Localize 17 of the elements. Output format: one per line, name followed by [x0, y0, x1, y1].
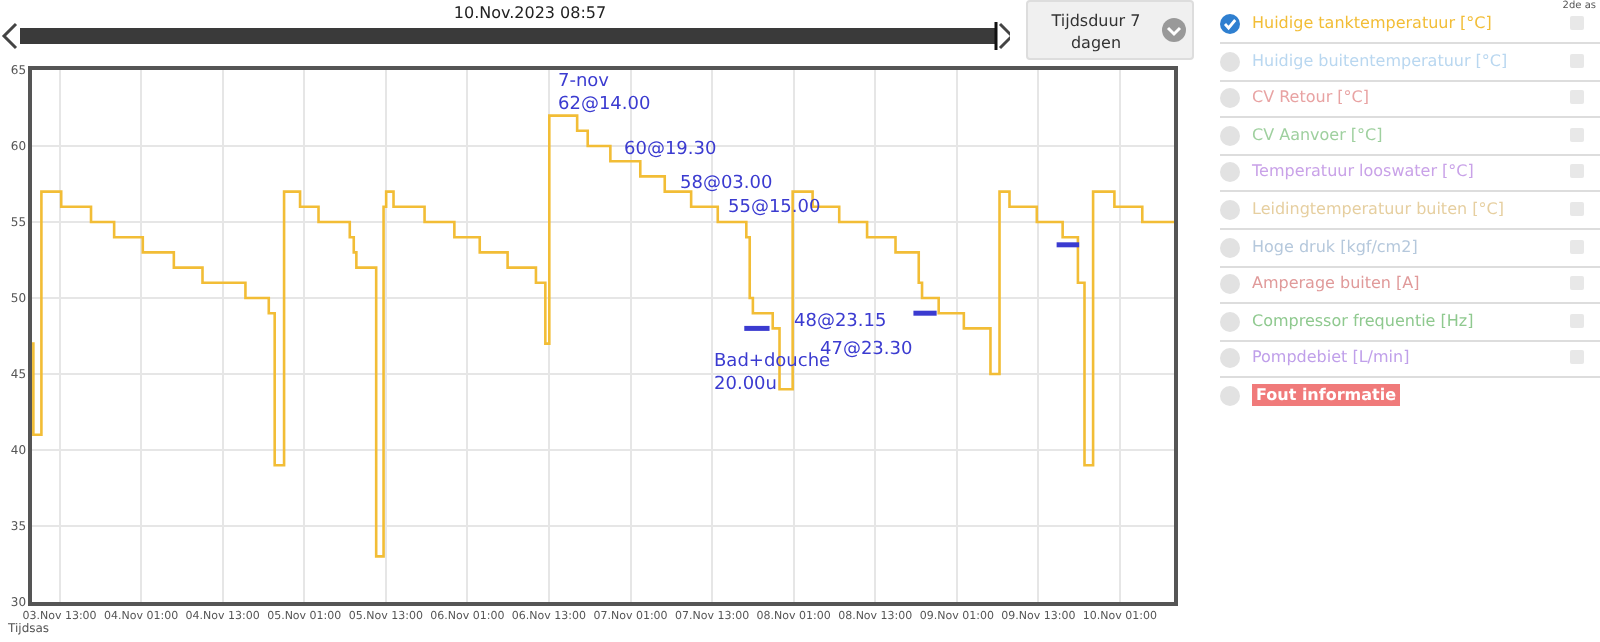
text: CV Retour [°C]: [1252, 86, 1369, 111]
text: Compressor frequentie [Hz]: [1252, 309, 1474, 334]
annotation: 58@03.00: [680, 174, 773, 194]
text: Huidige tanktemperatuur [°C]: [1252, 12, 1492, 36]
text: Huidige buitentemperatuur [°C]: [1252, 49, 1508, 74]
text: Temperatuur looswater [°C]: [1252, 160, 1474, 185]
text: Fout informatie: [1252, 384, 1401, 406]
text: CV Aanvoer [°C]: [1252, 123, 1383, 148]
text: Hoge druk [kgf/cm2]: [1252, 235, 1418, 260]
annotation: 60@19.30: [624, 140, 717, 160]
text: Amperage buiten [A]: [1252, 272, 1420, 297]
text: Tijdsduur 7 dagen: [1049, 10, 1143, 54]
text: Pompdebiet [L/min]: [1252, 346, 1410, 371]
chart-title: 10.Nov.2023 08:57: [451, 4, 609, 22]
text: Leidingtemperatuur buiten [°C]: [1252, 198, 1504, 222]
annotation: 48@23.15: [794, 312, 887, 332]
annotation: 7-nov 62@14.00: [558, 72, 651, 116]
